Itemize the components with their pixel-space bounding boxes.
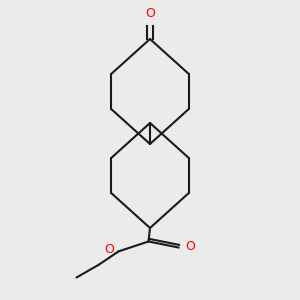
- Text: O: O: [145, 7, 155, 20]
- Text: O: O: [104, 243, 114, 256]
- Text: O: O: [185, 239, 195, 253]
